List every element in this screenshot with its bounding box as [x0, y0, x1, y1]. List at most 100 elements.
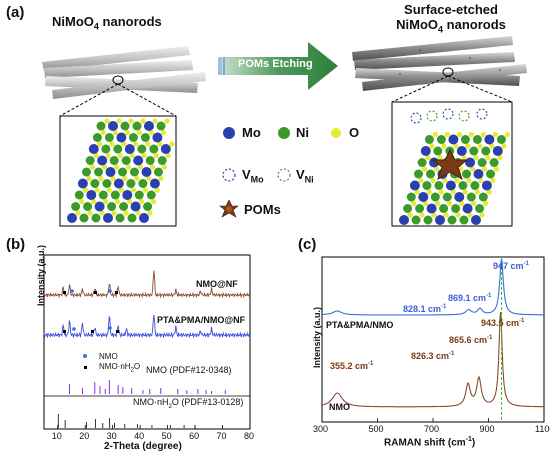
- ni-atom: [79, 213, 89, 223]
- peak-943-val: 943.5 cm: [481, 318, 520, 328]
- o-atom: [468, 131, 474, 138]
- o-atom: [430, 177, 436, 184]
- o-atom: [115, 198, 121, 205]
- o-atom: [110, 175, 116, 182]
- o-atom: [105, 152, 111, 159]
- ref2-sub: 2: [168, 403, 172, 410]
- o-atom: [148, 129, 154, 136]
- o-atom: [442, 177, 448, 184]
- o-atom: [109, 141, 115, 147]
- o-atom: [438, 189, 444, 195]
- poms-icon: [219, 199, 239, 218]
- mo-atom: [448, 134, 459, 145]
- raman-chart: [321, 256, 545, 423]
- ni-atom: [406, 192, 416, 202]
- ni-atom: [145, 156, 155, 165]
- raman-tick-label: 1100: [535, 424, 550, 434]
- o-atom: [431, 212, 437, 218]
- ni-atom: [115, 213, 125, 223]
- mo-atom: [116, 132, 127, 143]
- ni-atom: [434, 181, 444, 190]
- etching-arrow: [218, 42, 338, 90]
- panel-a-tag: (a): [6, 4, 25, 21]
- raman-tick-label: 300: [313, 424, 329, 434]
- legend-v-mo: VMo: [242, 167, 264, 185]
- mo-atom: [462, 203, 473, 214]
- etched-main: NiMoO: [396, 17, 439, 32]
- etched-title-line1: Surface-etched: [404, 2, 498, 17]
- o-atom: [152, 118, 158, 124]
- xrd-tick-label: 40: [134, 431, 145, 441]
- o-atom: [87, 210, 93, 216]
- o-atom: [134, 175, 140, 182]
- xrd-peak-markers: [63, 289, 119, 369]
- peak-865-val: 865.6 cm: [449, 335, 488, 345]
- vacancy: [410, 112, 422, 124]
- ni-atom: [109, 156, 119, 165]
- o-atom: [93, 152, 99, 159]
- o-atom: [490, 177, 496, 184]
- o-atom: [497, 154, 503, 161]
- o-atom: [435, 200, 441, 207]
- ni-atom: [149, 144, 159, 154]
- xrd-axes-frame: [43, 254, 251, 430]
- o-atom: [504, 131, 510, 138]
- o-atom: [429, 143, 435, 149]
- peak-828-sup: -1: [441, 304, 447, 310]
- ni-atom: [90, 179, 100, 188]
- o-atom: [489, 143, 495, 149]
- ni-atom: [107, 202, 117, 211]
- o-atom: [123, 210, 129, 216]
- mo-atom: [133, 155, 144, 166]
- mo-atom: [103, 213, 113, 223]
- xrd-trace-nmo-nf: [43, 270, 251, 299]
- o-atom: [467, 212, 473, 218]
- ni-atom: [138, 179, 148, 188]
- ni-atom: [466, 192, 476, 202]
- raman-peak-828: 828.1 cm-1: [403, 304, 446, 314]
- ni-atom: [127, 213, 137, 223]
- o-atom: [116, 118, 122, 124]
- mo-atom: [445, 180, 456, 191]
- o-atom: [137, 164, 144, 170]
- legend-v-ni: VNi: [296, 167, 314, 185]
- o-atom: [501, 143, 507, 149]
- panel-c-tag: (c): [298, 236, 317, 253]
- o-atom: [130, 187, 136, 193]
- o-atom: [99, 210, 105, 216]
- o-atom: [483, 200, 489, 207]
- ni-atom: [156, 121, 166, 131]
- ni-atom: [458, 181, 468, 190]
- ni-atom: [137, 144, 147, 154]
- ref-nmo-sticks: [69, 380, 226, 394]
- xrd-legend-hydrate: NMO·nH2O: [99, 362, 140, 374]
- ni-atom: [113, 144, 123, 154]
- pom-cluster: [431, 148, 469, 181]
- raman-peak-865: 865.6 cm-1: [449, 335, 492, 345]
- ni-atom-icon: [278, 127, 290, 139]
- o-atom: [411, 200, 417, 207]
- ni-atom: [411, 215, 421, 225]
- o-atom: [441, 143, 447, 149]
- o-atom: [135, 210, 141, 216]
- o-atom: [118, 187, 124, 193]
- ni-atom: [96, 121, 106, 131]
- o-atom: [133, 141, 139, 147]
- o-atom: [477, 143, 483, 149]
- xrd-xlabel: 2-Theta (degree): [104, 441, 182, 452]
- vacancy: [426, 110, 438, 122]
- o-atom: [103, 198, 109, 205]
- mo-atom: [122, 190, 133, 200]
- ni-vacancy-icon: [277, 168, 291, 182]
- o-atom: [94, 187, 100, 193]
- o-atom: [481, 166, 488, 172]
- o-atom: [86, 175, 92, 182]
- ni-atom: [140, 133, 150, 142]
- peak-828-val: 828.1 cm: [403, 304, 442, 314]
- o-atom: [466, 177, 472, 184]
- mo-atom: [473, 169, 484, 179]
- mo-atom-icon: [223, 127, 235, 139]
- ni-atom: [101, 144, 111, 154]
- ref2-main: NMO·nH: [133, 397, 169, 407]
- o-atom: [82, 187, 88, 193]
